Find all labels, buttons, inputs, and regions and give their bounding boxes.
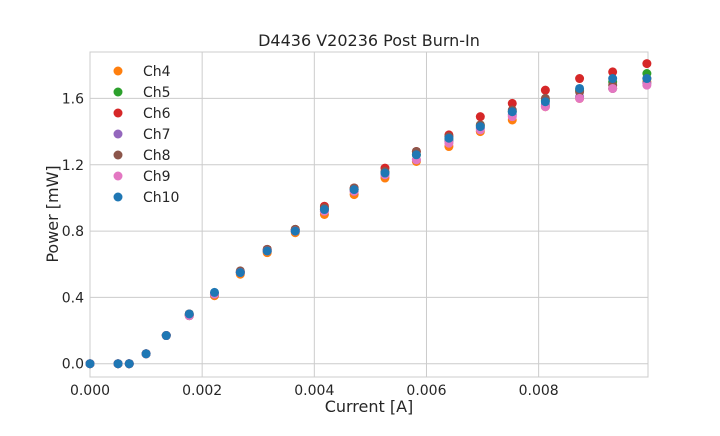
data-point: [540, 97, 550, 107]
x-tick-label: 0.006: [406, 383, 446, 399]
data-point: [642, 80, 652, 90]
legend-marker: [113, 129, 123, 139]
legend-label: Ch7: [143, 127, 171, 143]
y-tick-label: 0.8: [62, 224, 84, 240]
data-point: [475, 112, 485, 122]
series-ch10: [85, 74, 652, 369]
data-point: [141, 349, 151, 359]
y-tick-label: 0.4: [62, 290, 84, 306]
data-point: [113, 359, 123, 369]
data-point: [507, 98, 517, 108]
legend-label: Ch5: [143, 85, 171, 101]
legend-label: Ch10: [143, 190, 179, 206]
x-tick-label: 0.002: [182, 383, 222, 399]
x-tick-label: 0.008: [519, 383, 559, 399]
legend-marker: [113, 150, 123, 160]
y-ticks: 0.0 0.4 0.8 1.2 1.6: [62, 91, 84, 372]
legend-label: Ch6: [143, 106, 171, 122]
data-point: [642, 74, 652, 84]
x-tick-label: 0.000: [70, 383, 110, 399]
legend-label: Ch4: [143, 64, 171, 80]
x-tick-label: 0.004: [294, 383, 334, 399]
data-point: [575, 83, 585, 93]
legend-label: Ch9: [143, 169, 171, 185]
data-point: [540, 85, 550, 95]
y-tick-label: 0.0: [62, 357, 84, 373]
data-point: [411, 150, 421, 160]
data-point: [349, 185, 359, 195]
chart-title: D4436 V20236 Post Burn-In: [258, 31, 480, 50]
data-point: [184, 309, 194, 319]
data-point: [262, 246, 272, 256]
data-point: [575, 74, 585, 84]
legend-marker: [113, 192, 123, 202]
data-point: [124, 359, 134, 369]
legend: Ch4 Ch5 Ch6 Ch7 Ch8 Ch9 Ch10: [113, 64, 179, 206]
data-points: [85, 59, 652, 369]
data-point: [235, 268, 245, 278]
x-axis-label: Current [A]: [325, 397, 414, 416]
legend-marker: [113, 66, 123, 76]
legend-marker: [113, 171, 123, 181]
data-point: [475, 122, 485, 132]
data-point: [161, 331, 171, 341]
data-point: [319, 205, 329, 215]
grid: [89, 52, 648, 377]
data-point: [85, 359, 95, 369]
plot-area: [89, 51, 649, 378]
data-point: [290, 226, 300, 236]
data-point: [608, 67, 618, 77]
data-point: [444, 133, 454, 143]
data-point: [209, 287, 219, 297]
data-point: [507, 107, 517, 117]
y-axis-label: Power [mW]: [43, 165, 62, 262]
legend-marker: [113, 108, 123, 118]
x-ticks: 0.000 0.002 0.004 0.006 0.008: [70, 383, 559, 399]
y-tick-label: 1.6: [62, 91, 84, 107]
data-point: [608, 83, 618, 93]
data-point: [380, 168, 390, 178]
y-tick-label: 1.2: [62, 158, 84, 174]
data-point: [575, 93, 585, 103]
data-point: [642, 59, 652, 69]
legend-label: Ch8: [143, 148, 171, 164]
legend-marker: [113, 87, 123, 97]
data-point: [608, 74, 618, 84]
